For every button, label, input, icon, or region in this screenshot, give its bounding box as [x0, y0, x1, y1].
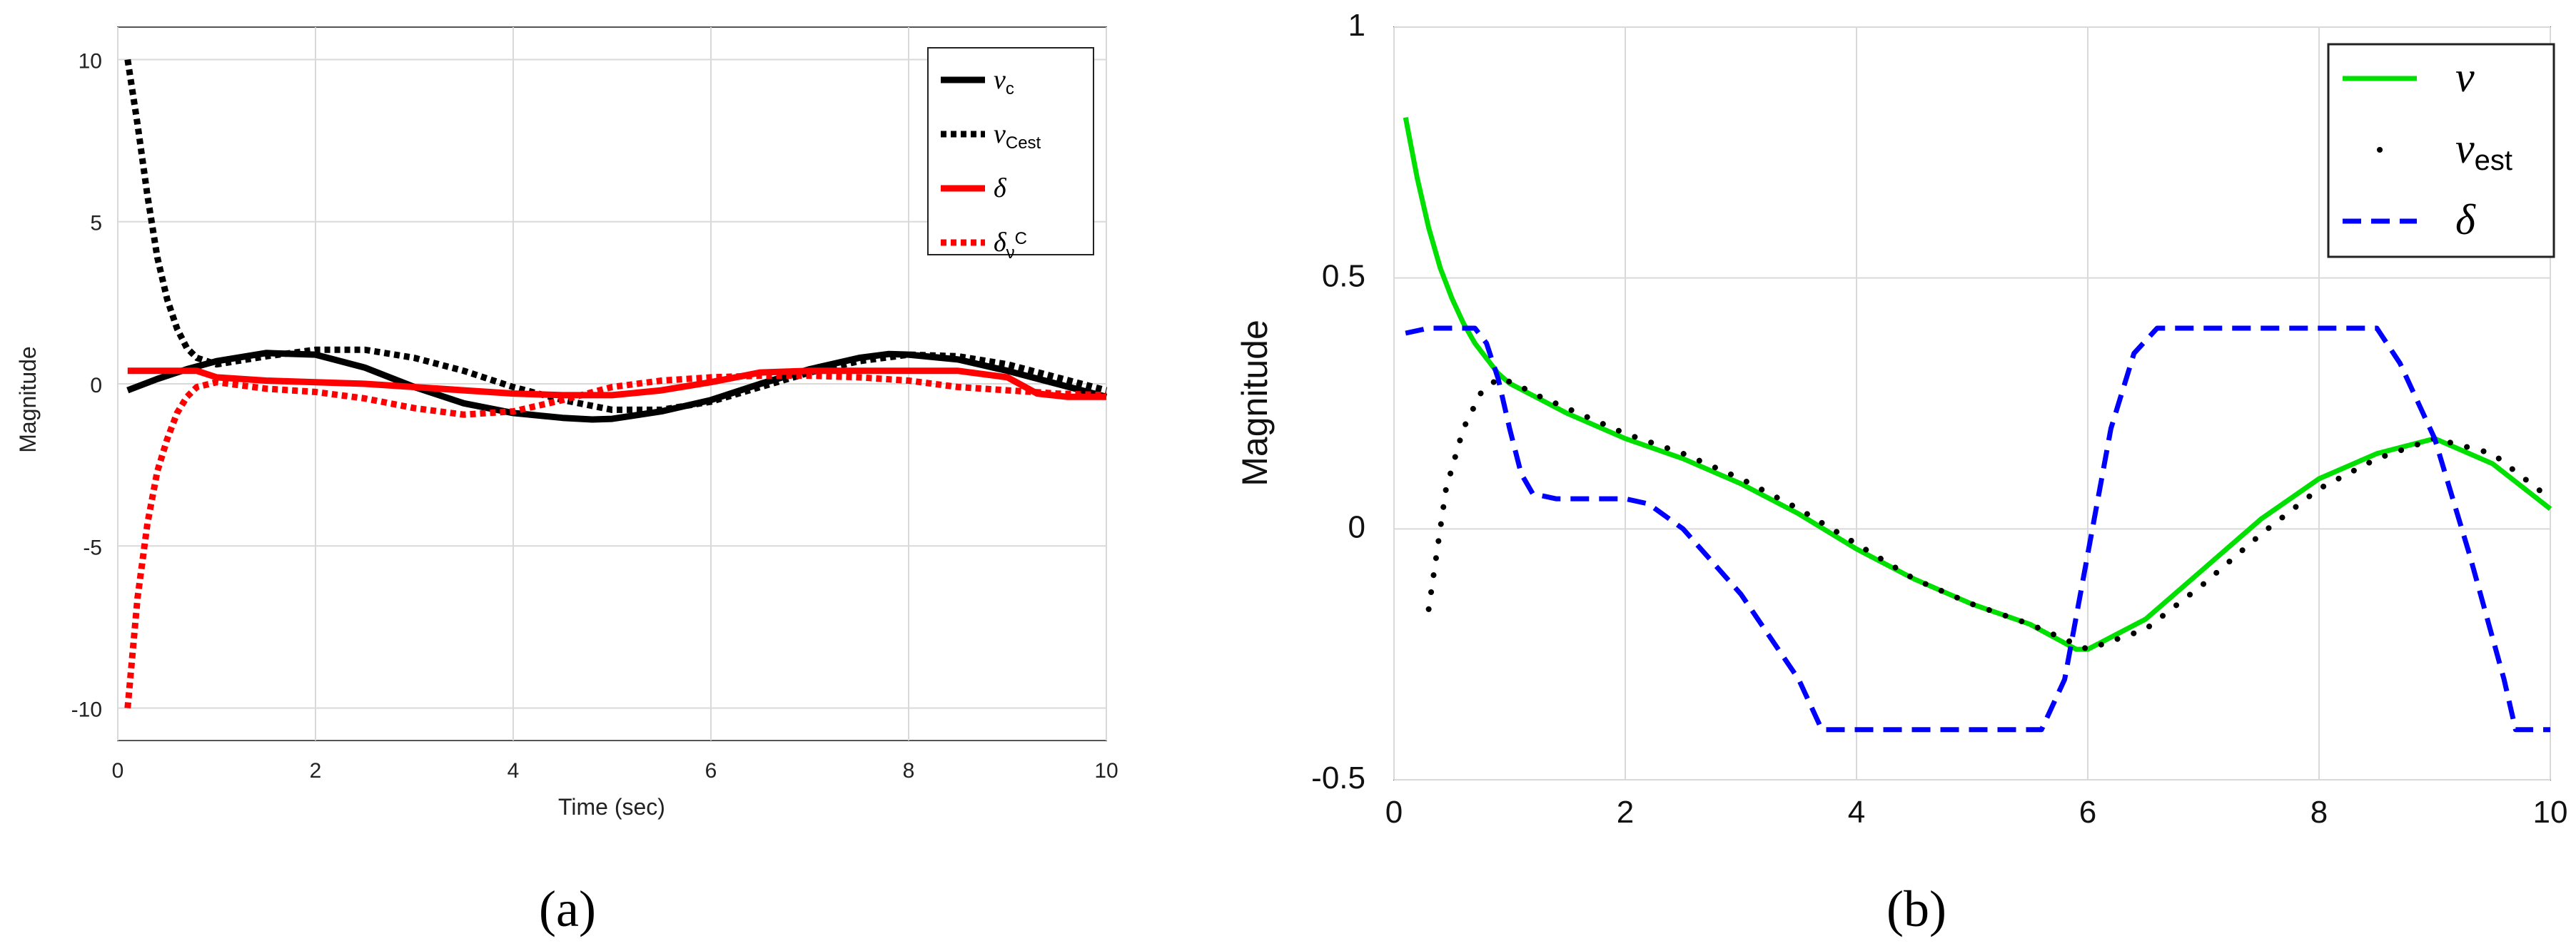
- chart-a-series-line: [124, 59, 1108, 413]
- chart-a-series-line: [124, 372, 1107, 708]
- chart-a-xtick-label: 8: [903, 759, 915, 783]
- chart-b-series-line: [1403, 116, 2552, 652]
- chart-a-legend-label: δ: [994, 173, 1007, 203]
- chart-b-ytick-label: 0: [1348, 509, 1365, 544]
- chart-b: 0 2 4 6 8 10 -0.5 0 0.5 1 Magnitude ν νest δ (b): [1235, 8, 2567, 937]
- chart-b-panel-label: (b): [1886, 880, 1946, 937]
- chart-a: 0 2 4 6 8 10 -10 -5 0 5 10 Time (sec) Magnitude νc…: [15, 26, 1118, 937]
- chart-a-xtick-label: 10: [1094, 759, 1118, 783]
- chart-b-ticks: 0 2 4 6 8 10 -0.5 0 0.5 1: [1311, 8, 2567, 830]
- chart-a-ylabel: Magnitude: [15, 346, 41, 452]
- chart-a-ytick-label: 5: [90, 212, 102, 235]
- chart-a-ytick-label: 10: [79, 49, 102, 73]
- chart-a-legend-label: νCest: [994, 119, 1041, 153]
- chart-a-ytick-label: -5: [83, 536, 102, 559]
- chart-b-xtick-label: 0: [1385, 795, 1403, 830]
- chart-b-xtick-label: 6: [2079, 795, 2096, 830]
- chart-b-xtick-label: 8: [2310, 795, 2328, 830]
- chart-b-xtick-label: 2: [1617, 795, 1634, 830]
- chart-b-legend-label: νest: [2455, 125, 2512, 176]
- chart-a-legend-label: δνC: [994, 228, 1027, 263]
- chart-b-xtick-label: 10: [2533, 795, 2568, 830]
- chart-b-ytick-label: 0.5: [1322, 259, 1365, 294]
- chart-a-xtick-label: 0: [112, 759, 124, 783]
- chart-b-ytick-label: -0.5: [1311, 761, 1365, 795]
- chart-b-series-line: [1405, 325, 2550, 733]
- chart-a-ytick-label: 0: [90, 374, 102, 397]
- chart-a-xlabel: Time (sec): [558, 794, 665, 820]
- chart-a-legend: νc νCest δ δνC: [927, 47, 1094, 263]
- chart-b-legend-label: δ: [2455, 196, 2476, 243]
- chart-b-ylabel: Magnitude: [1235, 320, 1275, 487]
- chart-b-ytick-label: 1: [1348, 8, 1365, 43]
- chart-a-xtick-label: 4: [507, 759, 520, 783]
- chart-b-xtick-label: 4: [1848, 795, 1865, 830]
- chart-a-series-line: [126, 350, 1108, 423]
- chart-a-ytick-label: -10: [71, 698, 102, 722]
- chart-a-xtick-label: 6: [705, 759, 717, 783]
- chart-b-legend: ν νest δ: [2327, 43, 2555, 258]
- chart-a-panel-label: (a): [539, 880, 596, 937]
- chart-a-legend-label: νc: [994, 65, 1014, 98]
- chart-a-ticks: 0 2 4 6 8 10 -10 -5 0 5 10: [71, 49, 1118, 783]
- chart-a-series-line: [127, 367, 1106, 400]
- chart-b-series: [1403, 116, 2553, 733]
- chart-a-xtick-label: 2: [310, 759, 322, 783]
- chart-a-series: [124, 59, 1108, 708]
- chart-b-legend-label: ν: [2455, 54, 2475, 101]
